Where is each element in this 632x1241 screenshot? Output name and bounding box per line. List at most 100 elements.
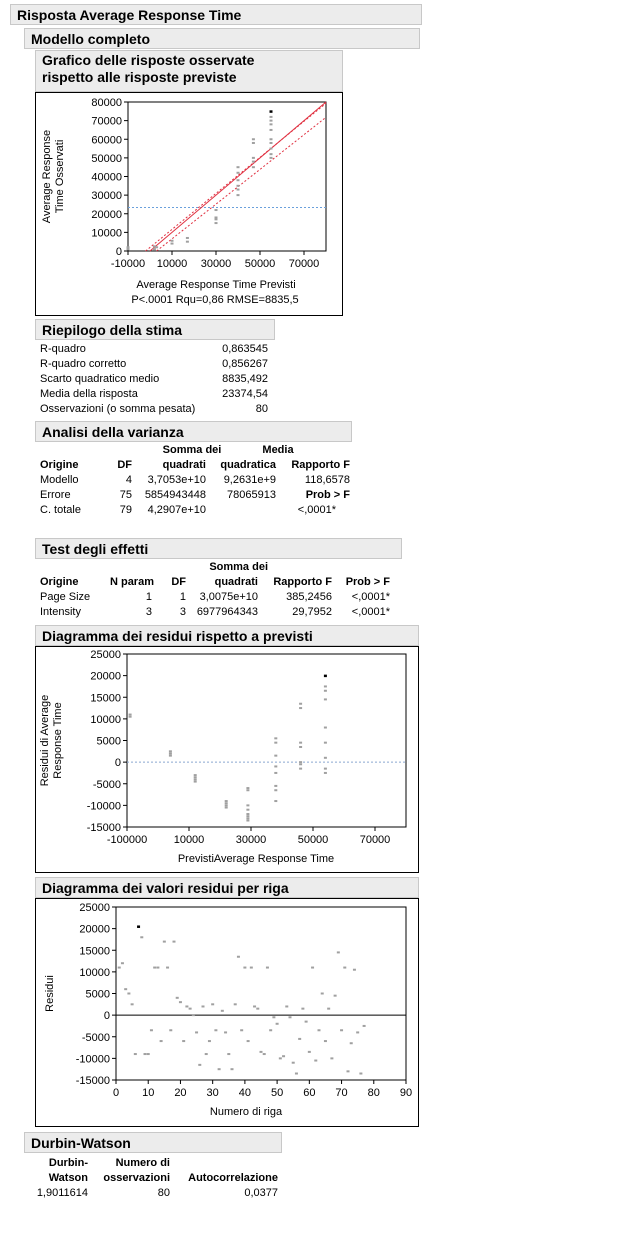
data-point (299, 761, 303, 764)
sof-label: Media della risposta (40, 388, 138, 400)
x-tick-label: 0 (113, 1087, 119, 1099)
x-tick-label: 30000 (236, 834, 267, 846)
data-point (323, 1040, 327, 1043)
effect-tests-table: Somma dei Origine N param DF quadrati Ra… (38, 561, 408, 625)
data-point (282, 1055, 286, 1058)
data-point (269, 1029, 273, 1032)
data-point (211, 1003, 215, 1006)
effect-tests-header[interactable]: Test degli effetti (35, 538, 402, 559)
anova-df: 75 (119, 489, 132, 501)
data-point (269, 147, 273, 150)
x-tick-label: 70000 (360, 834, 391, 846)
y-tick-label: -10000 (76, 1053, 110, 1065)
y-axis-label: Residui di Average Response Time (39, 695, 64, 787)
model-title: Modello completo (31, 31, 150, 47)
data-point (299, 707, 303, 710)
data-point (155, 246, 159, 249)
anova-ss: 5854943448 (144, 489, 206, 501)
y-axis-label-line: Residui (44, 975, 56, 1012)
data-point (188, 1007, 192, 1010)
x-tick-label: 70000 (289, 258, 320, 270)
anova-ss: 3,7053e+10 (147, 474, 206, 486)
sof-row: Osservazioni (o somma pesata) (40, 403, 195, 415)
data-point (126, 248, 130, 251)
data-point (172, 940, 176, 943)
data-point (269, 156, 273, 159)
data-point (214, 216, 218, 219)
y-tick-label: 5000 (97, 736, 121, 748)
data-point (246, 804, 250, 807)
data-point (323, 756, 327, 759)
residual-by-row-header[interactable]: Diagramma dei valori residui per riga (35, 877, 419, 898)
model-title-bar[interactable]: Modello completo (24, 28, 420, 49)
anova-source: C. totale (40, 504, 81, 516)
plot-frame (127, 101, 327, 252)
summary-of-fit-table: R-quadro 0,863545 R-quadro corretto 0,85… (40, 343, 272, 419)
data-point (320, 992, 324, 995)
y-tick-label: 60000 (91, 134, 122, 146)
summary-of-fit-header[interactable]: Riepilogo della stima (35, 319, 275, 340)
y-tick-label: -10000 (87, 800, 121, 812)
data-point (175, 996, 179, 999)
data-point (274, 789, 278, 792)
x-tick-label: -100000 (107, 834, 147, 846)
data-point (288, 1016, 292, 1019)
effect-prob: <,0001* (351, 606, 390, 618)
data-point (128, 715, 132, 718)
data-point (224, 802, 228, 805)
data-point (152, 248, 156, 251)
plot-frame (115, 906, 407, 1081)
data-point (236, 184, 240, 187)
data-point (224, 1031, 228, 1034)
data-point (204, 1053, 208, 1056)
report-title-bar[interactable]: Risposta Average Response Time (10, 4, 422, 25)
data-point (169, 1029, 173, 1032)
data-point (246, 815, 250, 818)
confidence-band-upper (145, 102, 327, 252)
residual-by-predicted-header[interactable]: Diagramma dei residui rispetto a previst… (35, 625, 419, 646)
data-point (299, 763, 303, 766)
data-point (246, 819, 250, 822)
data-point (323, 741, 327, 744)
sof-row: Media della risposta (40, 388, 138, 400)
anova-ms: 78065913 (227, 489, 276, 501)
x-tick-label: 10000 (174, 834, 205, 846)
y-tick-label: 80000 (91, 97, 122, 109)
data-point (170, 239, 174, 242)
dw-h2: Watson (48, 1172, 88, 1184)
residual-by-row-chart: 25000 20000 15000 10000 5000 0 -5000 -10000 -150… (44, 902, 412, 1099)
data-point (274, 737, 278, 740)
effect-df: 1 (179, 591, 186, 603)
anova-origine-h: Origine (40, 459, 79, 471)
actual-by-predicted-header[interactable]: Grafico delle risposte osservate rispett… (35, 50, 343, 92)
data-point (214, 218, 218, 221)
data-point (323, 771, 327, 774)
data-point (236, 171, 240, 174)
durbin-watson-header[interactable]: Durbin-Watson (24, 1132, 282, 1153)
actual-by-predicted-panel: 80000 70000 60000 50000 40000 30000 20000 10000… (35, 92, 343, 316)
residual-by-predicted-chart: 2500020000150001000050000-5000-10000-150… (39, 649, 407, 846)
data-point (336, 951, 340, 954)
data-point (256, 1007, 260, 1010)
y-tick-label: 20000 (91, 209, 122, 221)
data-point (323, 726, 327, 729)
data-point (251, 166, 255, 169)
data-point (227, 1053, 231, 1056)
data-point (224, 800, 228, 803)
data-point (166, 966, 170, 969)
data-point (178, 1001, 182, 1004)
data-point (274, 741, 278, 744)
data-point (236, 194, 240, 197)
effect-origine-h: Origine (40, 576, 79, 588)
data-point (127, 992, 131, 995)
data-point (323, 767, 327, 770)
data-point (269, 138, 273, 141)
plot-frame (126, 653, 407, 828)
data-point (246, 808, 250, 811)
data-point (327, 1007, 331, 1010)
effect-tests-title: Test degli effetti (42, 541, 149, 557)
anova-header[interactable]: Analisi della varianza (35, 421, 352, 442)
anova-source: Errore (40, 489, 71, 501)
data-point (246, 1040, 250, 1043)
x-tick-label: 40 (239, 1087, 251, 1099)
